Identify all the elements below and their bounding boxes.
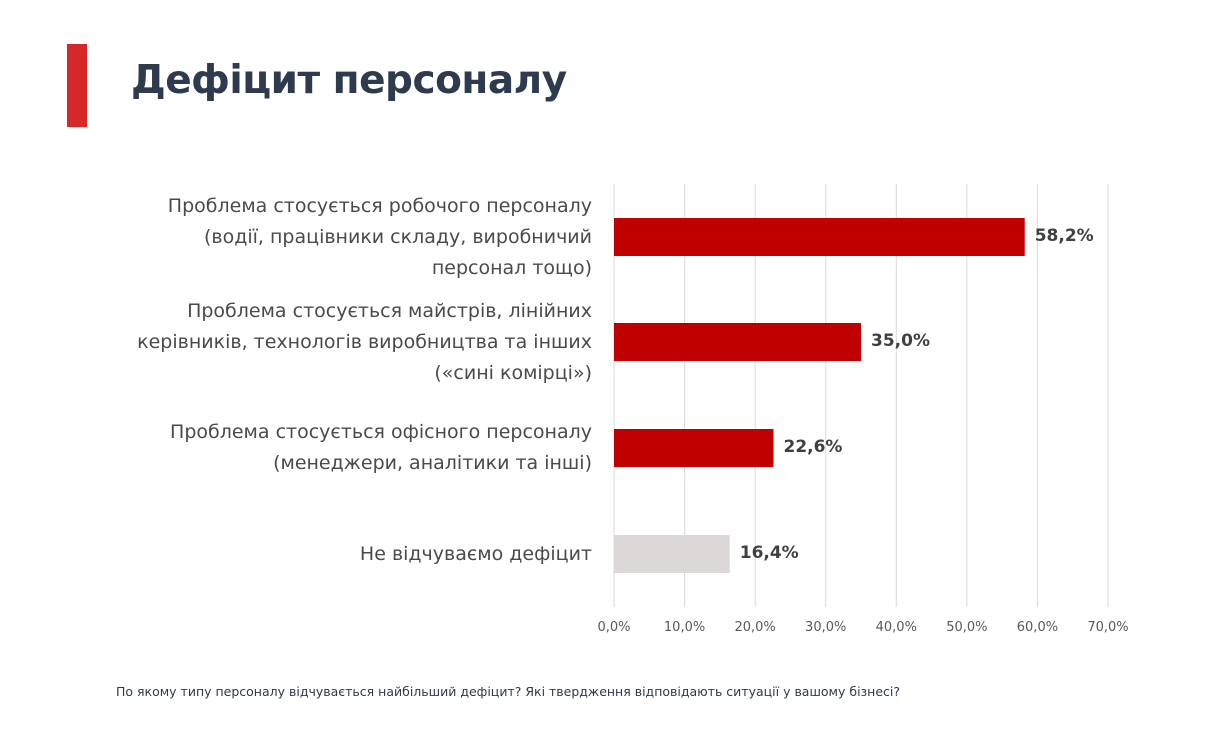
x-tick-label: 50,0% — [946, 620, 988, 635]
category-label-line: («сині комірці») — [434, 361, 592, 384]
bar — [614, 429, 774, 467]
bar-value-label: 16,4% — [739, 543, 799, 563]
category-label: Проблема стосується офісного персоналу (м… — [122, 417, 592, 479]
category-label-line: персонал тощо) — [431, 256, 592, 279]
x-tick-label: 40,0% — [875, 620, 917, 635]
category-label-line: Проблема стосується майстрів, лінійних — [187, 299, 592, 322]
x-tick-label: 60,0% — [1016, 620, 1059, 635]
bar-layer — [614, 218, 1025, 573]
title-accent-bar — [67, 44, 87, 127]
bar-value-label: 22,6% — [783, 437, 843, 457]
category-label-line: Не відчуваємо дефіцит — [359, 542, 592, 565]
x-tick-label: 0,0% — [597, 620, 631, 635]
category-label-line: керівників, технологів виробництва та ін… — [137, 330, 592, 353]
bar — [614, 218, 1025, 256]
x-tick-label: 20,0% — [734, 620, 776, 635]
category-label: Не відчуваємо дефіцит — [122, 539, 592, 570]
page-title: Дефіцит персоналу — [131, 58, 567, 103]
bar — [614, 535, 730, 573]
category-label-line: Проблема стосується офісного персоналу — [170, 421, 592, 443]
bar-value-label: 35,0% — [871, 331, 930, 351]
bar — [614, 323, 861, 361]
x-tick-label: 30,0% — [805, 620, 847, 635]
category-label-line: Проблема стосується робочого персоналу — [167, 194, 592, 217]
x-tick-label: 10,0% — [663, 620, 706, 635]
category-label-line: (водії, працівники складу, виробничий — [204, 225, 592, 248]
bar-value-label: 58,2% — [1034, 226, 1094, 246]
category-label: Проблема стосується робочого персоналу (в… — [122, 191, 592, 284]
x-tick-label: 70,0% — [1087, 620, 1129, 635]
survey-question-footnote: По якому типу персоналу відчувається най… — [116, 684, 901, 699]
category-label-line: (менеджери, аналітики та інші) — [273, 452, 592, 474]
category-label: Проблема стосується майстрів, лінійних ке… — [122, 296, 592, 389]
